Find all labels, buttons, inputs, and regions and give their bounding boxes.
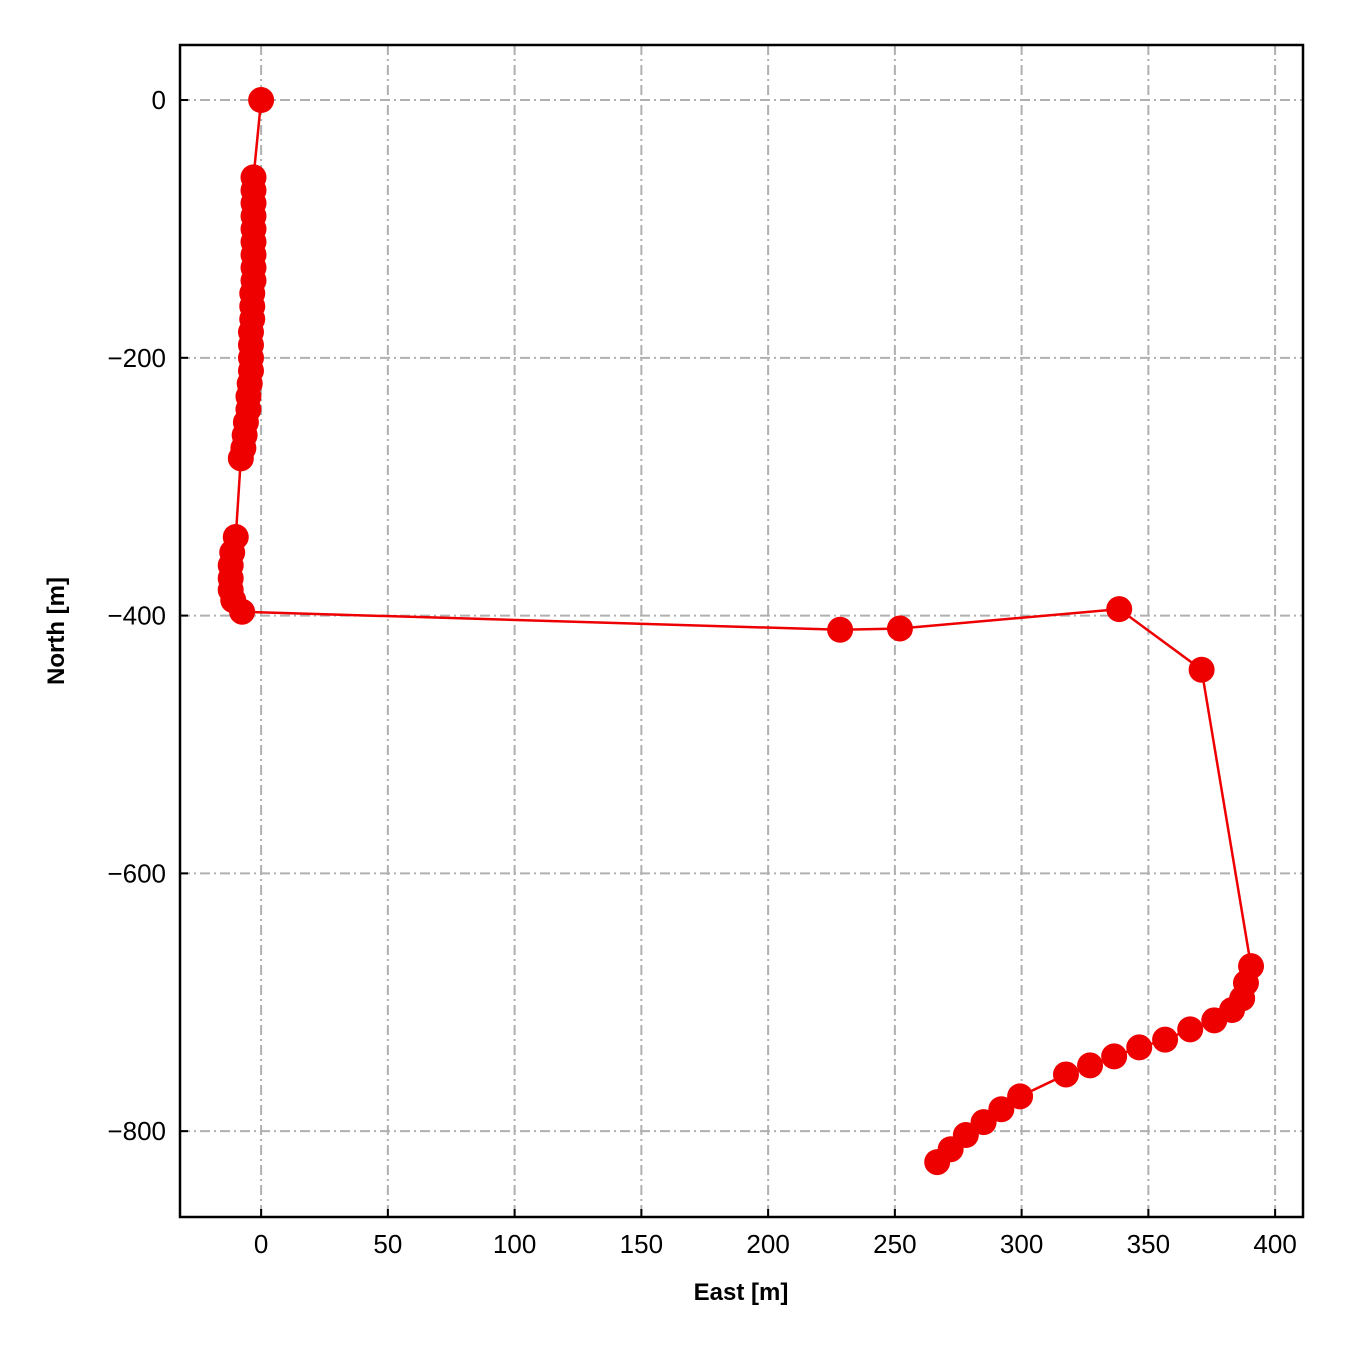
- y-tick-label: −400: [107, 601, 166, 631]
- marker: [827, 616, 854, 643]
- marker: [229, 598, 256, 625]
- x-tick-label: 350: [1127, 1229, 1170, 1259]
- marker: [886, 615, 913, 642]
- marker: [227, 445, 254, 472]
- x-tick-label: 150: [620, 1229, 663, 1259]
- marker: [1201, 1007, 1228, 1034]
- x-tick-label: 200: [746, 1229, 789, 1259]
- x-tick-label: 50: [373, 1229, 402, 1259]
- x-tick-label: 100: [493, 1229, 536, 1259]
- x-tick-label: 300: [1000, 1229, 1043, 1259]
- y-tick-label: −200: [107, 343, 166, 373]
- x-axis-label: East [m]: [694, 1279, 789, 1306]
- marker: [924, 1149, 951, 1176]
- marker: [1188, 656, 1215, 683]
- marker: [1126, 1034, 1153, 1061]
- marker: [1101, 1043, 1128, 1070]
- marker: [1106, 596, 1133, 623]
- marker: [1052, 1061, 1079, 1088]
- marker: [248, 87, 275, 114]
- marker: [1177, 1016, 1204, 1043]
- plot-frame: [178, 43, 1305, 1219]
- y-axis-label: North [m]: [43, 577, 70, 685]
- y-tick-label: 0: [152, 85, 166, 115]
- y-tick-label: −800: [107, 1116, 166, 1146]
- marker: [1007, 1083, 1034, 1110]
- x-tick-label: 0: [254, 1229, 268, 1259]
- marker: [1152, 1026, 1179, 1053]
- x-tick-label: 400: [1253, 1229, 1296, 1259]
- y-tick-label: −600: [107, 858, 166, 888]
- x-tick-label: 250: [873, 1229, 916, 1259]
- marker: [1077, 1052, 1104, 1079]
